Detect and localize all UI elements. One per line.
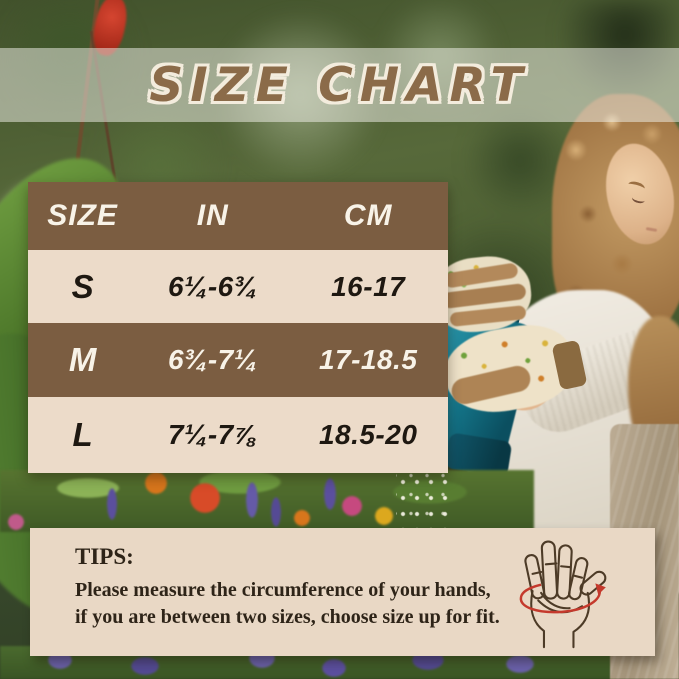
size-label: S: [71, 267, 94, 305]
cm-value: 17-18.5: [318, 344, 418, 375]
page-title: SIZE CHART: [149, 57, 530, 113]
table-header-row: SIZE IN CM: [28, 182, 448, 250]
size-chart-table: SIZE IN CM S 6¼-6¾ 16-17 M 6¾-7¼ 17-18.5…: [28, 182, 448, 473]
table-row-s: S 6¼-6¾ 16-17: [28, 250, 448, 323]
column-header-in: IN: [196, 199, 229, 232]
tips-line-2: if you are between two sizes, choose siz…: [75, 606, 500, 628]
column-header-size: SIZE: [47, 199, 118, 232]
hand-measure-icon: [519, 540, 607, 649]
inches-value: 7¼-7⅞: [167, 419, 258, 450]
size-label: L: [72, 416, 93, 453]
tips-line-1: Please measure the circumference of your…: [75, 579, 491, 601]
cm-value: 16-17: [331, 270, 406, 302]
table-row-l: L 7¼-7⅞ 18.5-20: [28, 397, 448, 473]
tips-text: TIPS: Please measure the circumference o…: [75, 544, 500, 631]
inches-value: 6¾-7¼: [167, 344, 258, 375]
title-banner: SIZE CHART: [0, 48, 679, 122]
tips-box: TIPS: Please measure the circumference o…: [30, 528, 655, 656]
size-label: M: [68, 341, 97, 378]
tips-heading: TIPS:: [75, 544, 134, 569]
table-row-m: M 6¾-7¼ 17-18.5: [28, 323, 448, 397]
inches-value: 6¼-6¾: [167, 270, 258, 302]
column-header-cm: CM: [343, 199, 393, 232]
cm-value: 18.5-20: [318, 419, 418, 450]
